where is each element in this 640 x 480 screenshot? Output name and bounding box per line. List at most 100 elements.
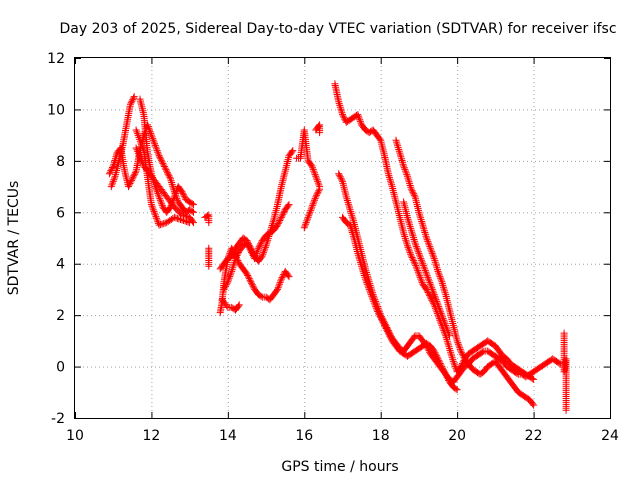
data-point <box>438 311 446 319</box>
data-point <box>128 175 136 183</box>
data-point <box>364 282 372 290</box>
data-point <box>274 221 281 229</box>
data-point <box>310 167 318 175</box>
data-point <box>309 201 317 209</box>
data-point <box>446 346 454 354</box>
data-point <box>233 252 241 259</box>
data-point <box>418 256 425 264</box>
data-point <box>439 364 447 372</box>
data-point <box>410 258 418 266</box>
data-point <box>434 267 442 275</box>
data-point <box>134 149 142 157</box>
x-tick-label: 16 <box>295 428 313 444</box>
data-point <box>416 253 424 261</box>
data-point <box>529 400 537 408</box>
data-point <box>130 94 137 102</box>
data-point <box>340 114 348 122</box>
data-point <box>188 207 196 215</box>
data-point <box>225 274 233 282</box>
data-point <box>226 271 234 279</box>
data-point <box>417 275 425 283</box>
data-point <box>339 112 347 120</box>
data-point <box>150 207 158 215</box>
data-point <box>431 292 439 300</box>
data-point <box>160 163 168 170</box>
data-point <box>225 276 232 284</box>
data-point <box>337 107 345 115</box>
data-point <box>380 320 388 328</box>
data-point <box>259 250 267 258</box>
data-point <box>305 210 313 218</box>
data-point <box>277 275 285 283</box>
data-point <box>234 302 242 310</box>
data-point <box>335 171 343 179</box>
data-point <box>413 244 421 252</box>
series-sat-k <box>218 296 243 314</box>
data-point <box>228 266 236 274</box>
data-point <box>432 350 440 358</box>
data-point <box>153 214 160 222</box>
data-point <box>289 147 297 155</box>
data-point <box>424 237 432 245</box>
data-point <box>423 234 431 242</box>
data-point <box>406 221 414 229</box>
data-point <box>223 302 231 310</box>
data-point <box>345 200 352 208</box>
data-point <box>222 281 230 289</box>
data-point <box>257 292 265 300</box>
data-point <box>109 164 116 171</box>
data-point <box>274 220 282 228</box>
data-point <box>411 260 419 268</box>
y-tick-label: 0 <box>56 360 65 376</box>
data-point <box>385 331 393 339</box>
data-point <box>455 342 463 350</box>
data-point <box>280 207 288 215</box>
series-sat-e <box>132 144 197 227</box>
data-point <box>178 188 186 196</box>
data-point <box>130 172 138 180</box>
data-point <box>430 291 438 299</box>
data-point <box>448 354 456 362</box>
data-point <box>261 245 269 253</box>
data-point <box>109 162 117 170</box>
data-point <box>433 297 441 305</box>
data-point <box>279 272 287 280</box>
data-point <box>425 241 433 249</box>
data-points <box>105 80 570 414</box>
data-point <box>439 366 447 374</box>
data-point <box>435 271 443 279</box>
data-point <box>405 247 413 255</box>
data-point <box>158 201 166 209</box>
data-point <box>414 248 422 256</box>
data-point <box>372 304 380 312</box>
data-point <box>425 277 433 285</box>
data-point <box>274 285 281 293</box>
data-point <box>133 128 141 136</box>
data-point <box>276 279 284 287</box>
data-point <box>442 370 450 378</box>
data-point <box>444 327 452 335</box>
data-point <box>418 219 426 227</box>
data-point <box>530 375 538 383</box>
data-point <box>428 248 436 256</box>
data-point <box>412 261 420 269</box>
data-point <box>407 252 415 260</box>
data-point <box>408 187 416 195</box>
data-point <box>311 171 319 179</box>
data-point <box>445 330 453 338</box>
data-point <box>357 119 365 127</box>
x-axis-label: GPS time / hours <box>281 459 398 475</box>
data-point <box>304 213 312 221</box>
data-point <box>438 363 446 371</box>
data-point <box>430 289 438 297</box>
data-point <box>409 255 417 263</box>
data-point <box>166 173 174 181</box>
data-point <box>138 157 145 165</box>
data-point <box>128 176 136 184</box>
data-point <box>402 169 410 177</box>
data-point <box>422 284 430 292</box>
data-point <box>426 279 434 287</box>
data-point <box>370 299 378 307</box>
